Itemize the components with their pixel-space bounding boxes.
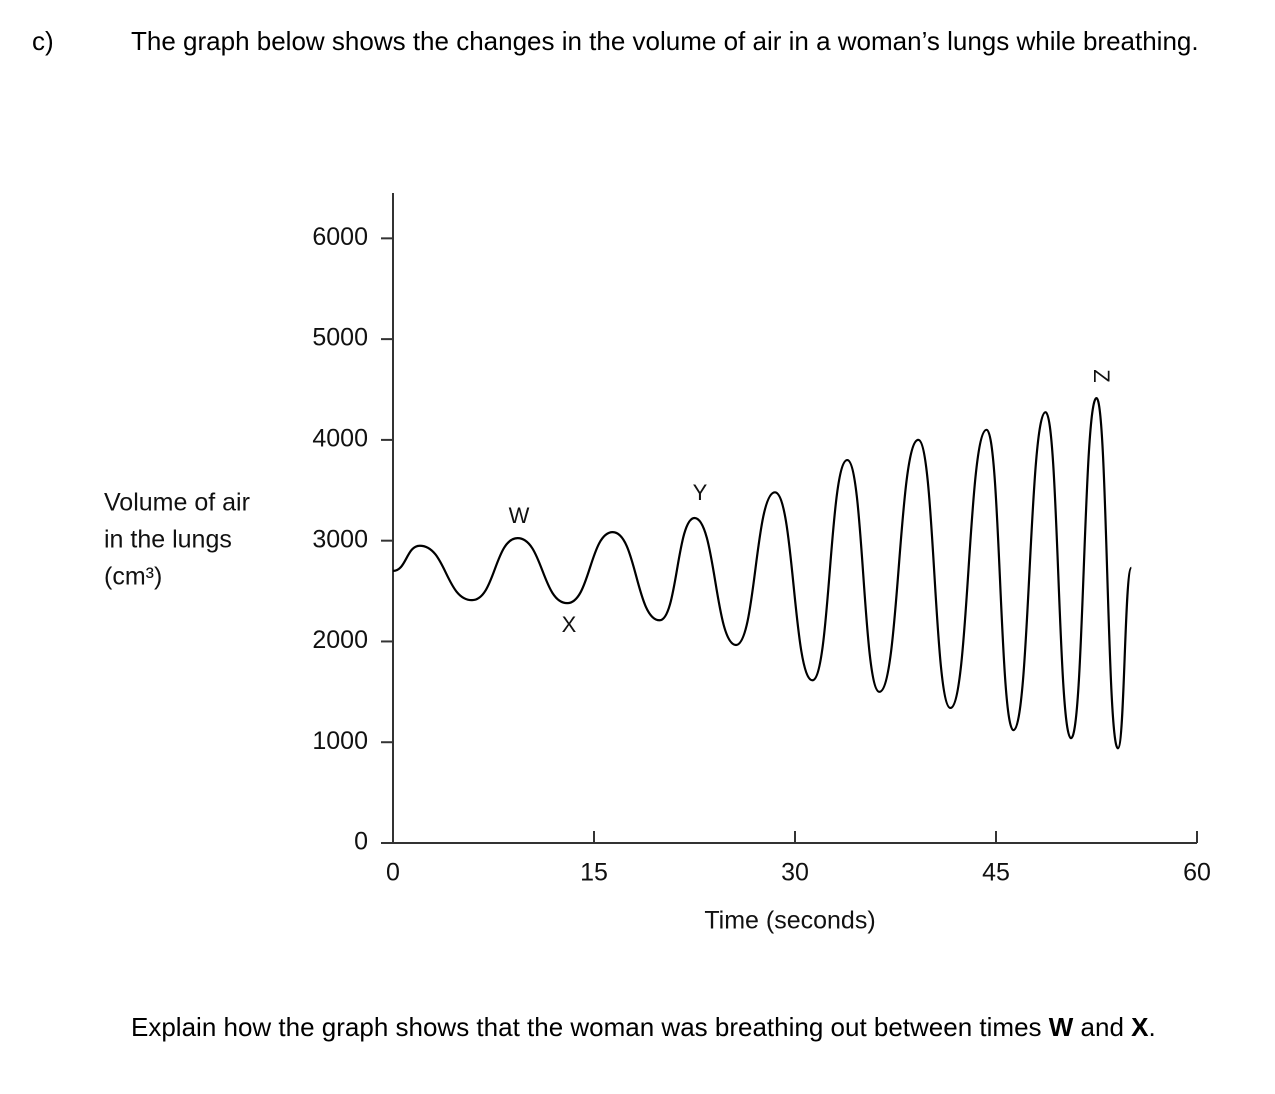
y-tick-label: 3000 — [312, 525, 368, 553]
annotation: Z — [1089, 369, 1114, 382]
question-part: and — [1073, 1012, 1132, 1042]
y-tick-label: 4000 — [312, 425, 368, 453]
question-text: Explain how the graph shows that the wom… — [131, 1008, 1206, 1047]
question-label: c) — [32, 26, 54, 56]
question-part: . — [1148, 1012, 1156, 1042]
y-tick-label: 6000 — [312, 223, 368, 251]
y-axis-label: (cm³) — [104, 563, 162, 591]
y-tick-label: 0 — [354, 828, 368, 856]
y-tick-label: 1000 — [312, 727, 368, 755]
x-tick-label: 60 — [1183, 859, 1211, 887]
annotation: X — [562, 612, 577, 637]
annotation: Y — [693, 480, 708, 505]
intro-text: The graph below shows the changes in the… — [131, 26, 1199, 56]
question-part: Explain how the graph shows that the wom… — [131, 1012, 1049, 1042]
x-axis-label: Time (seconds) — [704, 907, 875, 935]
x-tick-label: 45 — [982, 859, 1010, 887]
x-tick-label: 0 — [386, 859, 400, 887]
volume-line — [392, 396, 1133, 750]
y-axis-label: in the lungs — [104, 526, 232, 554]
y-axis-label: Volume of air — [104, 489, 250, 517]
question-part: X — [1131, 1012, 1149, 1042]
x-tick-label: 15 — [580, 859, 608, 887]
y-tick-label: 5000 — [312, 324, 368, 352]
annotation: W — [509, 503, 530, 528]
x-tick-label: 30 — [781, 859, 809, 887]
question-part: W — [1048, 1012, 1074, 1042]
y-tick-label: 2000 — [312, 626, 368, 654]
